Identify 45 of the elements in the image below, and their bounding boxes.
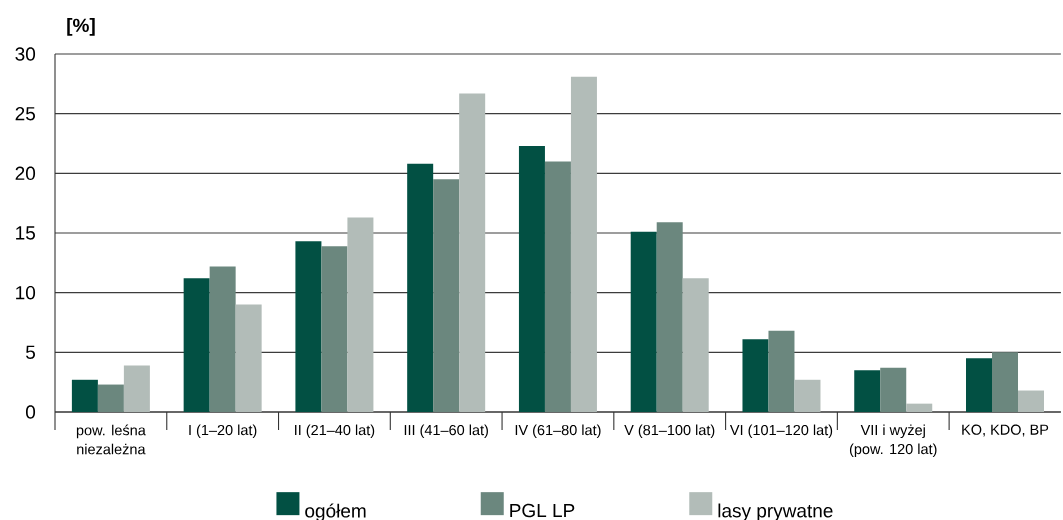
y-tick-label: 0 xyxy=(25,405,36,419)
x-tick-label: V (81–100 lat) xyxy=(624,424,715,439)
bar xyxy=(570,76,597,412)
bar xyxy=(347,217,374,412)
bar xyxy=(71,379,98,412)
bar xyxy=(123,365,150,412)
bar xyxy=(544,161,571,412)
bar xyxy=(518,145,545,412)
y-tick-label: 30 xyxy=(15,47,36,61)
bar xyxy=(966,358,992,412)
bar xyxy=(1018,390,1044,412)
bar xyxy=(854,370,881,412)
x-tick-label: pow. leśna niezależna xyxy=(76,424,146,455)
x-tick-label: I (1–20 lat) xyxy=(189,424,257,439)
bar xyxy=(656,222,683,412)
bar xyxy=(880,367,907,412)
bar xyxy=(295,241,322,412)
bar xyxy=(768,330,795,412)
x-tick-label: III (41–60 lat) xyxy=(404,424,488,439)
bar xyxy=(459,93,486,412)
x-tick-label: II (21–40 lat) xyxy=(295,424,375,439)
bar xyxy=(630,231,657,412)
y-tick-label: 10 xyxy=(16,285,36,300)
bar xyxy=(407,163,434,412)
bar xyxy=(209,266,236,412)
bar xyxy=(742,339,769,412)
x-tick-label: KO, KDO, BP xyxy=(962,424,1049,437)
y-tick-label: 15 xyxy=(16,226,35,240)
legend-label: PGL LP xyxy=(510,503,575,518)
bar xyxy=(183,278,210,412)
y-tick-label: 5 xyxy=(26,345,35,359)
bar xyxy=(433,179,460,412)
x-tick-label: VII i wyżej (pow. 120 lat) xyxy=(849,424,937,458)
x-tick-label: IV (61–80 lat) xyxy=(515,424,601,439)
bar xyxy=(235,304,262,412)
y-axis-title: [%] xyxy=(67,18,95,36)
bar xyxy=(992,352,1018,412)
y-tick-label: 20 xyxy=(15,166,36,181)
x-tick-label: VI (101–120 lat) xyxy=(729,424,833,439)
y-tick-label: 25 xyxy=(15,106,35,121)
bar xyxy=(97,384,124,412)
bar xyxy=(321,246,348,412)
bar xyxy=(906,403,933,412)
bar xyxy=(682,278,709,412)
bar xyxy=(794,379,821,412)
